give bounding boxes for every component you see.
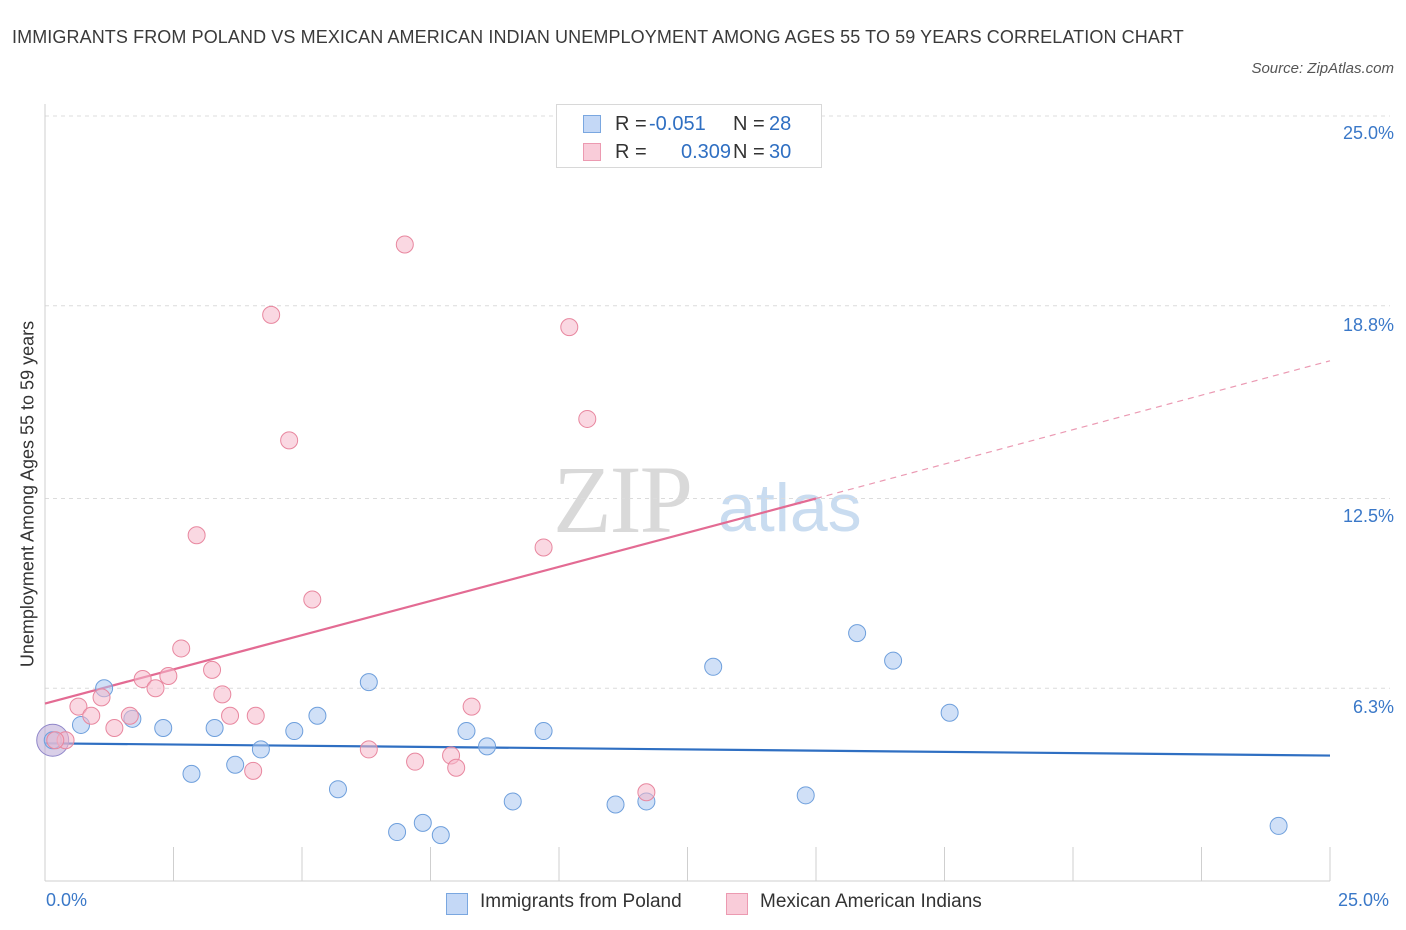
watermark-atlas: atlas (718, 470, 862, 546)
data-point-mexican (221, 706, 240, 725)
data-point-poland (226, 755, 245, 774)
data-point-mexican (105, 719, 124, 737)
source-label: Source: ZipAtlas.com (1251, 60, 1394, 77)
r-label: R = (615, 141, 647, 163)
data-point-mexican (406, 752, 425, 771)
trend-line-poland (44, 742, 1331, 757)
data-point-mexican (395, 235, 414, 254)
r-value: -0.051 (649, 113, 706, 135)
data-point-poland (884, 651, 903, 670)
trend-lines (44, 360, 1331, 757)
data-point-poland (534, 722, 553, 741)
data-point-mexican (637, 783, 656, 802)
mexican-swatch (583, 143, 601, 161)
data-point-poland (478, 737, 497, 756)
data-point-mexican (133, 670, 152, 689)
data-point-poland (796, 786, 815, 805)
data-point-poland (328, 780, 347, 799)
data-point-poland (285, 722, 304, 741)
x-tick-label-min: 0.0% (46, 890, 88, 910)
legend-label-mexican: Mexican American Indians (760, 891, 982, 912)
y-axis-label: Unemployment Among Ages 55 to 59 years (17, 320, 38, 668)
data-point-poland (940, 703, 959, 722)
data-point-poland (848, 624, 867, 643)
data-point-poland (205, 719, 224, 737)
data-point-mexican (120, 706, 139, 725)
data-point-mexican (578, 409, 597, 428)
legend-label-poland: Immigrants from Poland (480, 891, 682, 912)
data-point-mexican (447, 758, 466, 777)
data-point-poland (503, 792, 522, 811)
data-point-poland (606, 795, 625, 814)
data-point-mexican (213, 685, 232, 704)
data-point-mexican (359, 740, 378, 759)
data-point-mexican (262, 305, 281, 324)
poland-swatch (583, 115, 601, 133)
n-label: N = (733, 141, 765, 163)
trend-line-mexican-extension (815, 360, 1331, 500)
data-point-mexican (46, 731, 65, 750)
data-point-poland (457, 722, 476, 741)
data-point-poland (704, 657, 723, 676)
data-points (36, 235, 1288, 845)
data-point-mexican (462, 697, 481, 716)
y-tick-label: 6.3% (1352, 697, 1394, 717)
data-point-poland (251, 740, 270, 759)
data-point-poland (1269, 816, 1288, 835)
data-point-mexican (280, 431, 299, 450)
data-point-mexican (560, 318, 579, 337)
chart-title: IMMIGRANTS FROM POLAND VS MEXICAN AMERIC… (12, 27, 1184, 47)
data-point-mexican (159, 666, 178, 685)
y-tick-label: 12.5% (1342, 506, 1394, 526)
n-label: N = (733, 113, 765, 135)
legend-swatch-poland (446, 893, 468, 915)
data-point-mexican (92, 688, 111, 707)
data-point-mexican (534, 538, 553, 557)
data-point-mexican (69, 697, 88, 716)
data-point-poland (388, 823, 407, 842)
data-point-poland (182, 764, 201, 783)
data-point-poland (431, 826, 450, 845)
legend-swatch-mexican (726, 893, 748, 915)
data-point-mexican (203, 660, 222, 679)
stats-box: R = -0.051 N = 28 R = 0.309 N = 30 (556, 104, 822, 168)
watermark-zip: ZIP (553, 446, 693, 553)
data-point-mexican (187, 526, 206, 545)
y-tick-label: 25.0% (1342, 123, 1394, 143)
data-point-mexican (82, 706, 101, 725)
axes (44, 104, 1331, 882)
x-tick-label-max: 25.0% (1338, 890, 1390, 910)
r-value: 0.309 (681, 141, 732, 163)
data-point-poland (308, 706, 327, 725)
n-value: 30 (769, 141, 792, 163)
data-point-mexican (246, 706, 265, 725)
n-value: 28 (769, 113, 792, 135)
data-point-poland (154, 719, 173, 737)
data-point-mexican (146, 679, 165, 698)
data-point-poland (359, 673, 378, 692)
r-label: R = (615, 113, 647, 135)
data-point-mexican (172, 639, 191, 658)
data-point-mexican (244, 761, 263, 780)
gridlines (45, 115, 1390, 689)
data-point-mexican (303, 590, 322, 609)
data-point-poland (413, 813, 432, 832)
y-tick-label: 18.8% (1342, 315, 1394, 335)
